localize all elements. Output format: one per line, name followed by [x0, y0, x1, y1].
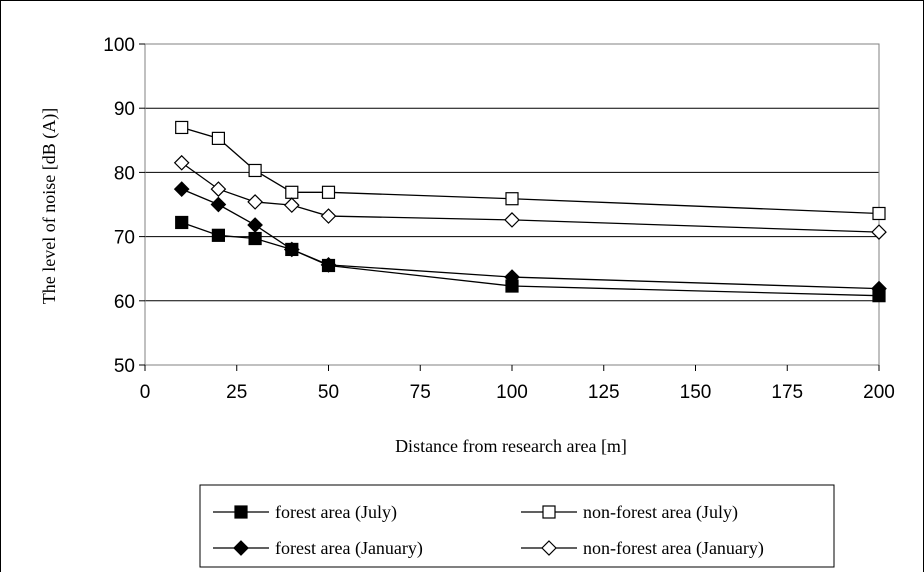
- x-tick-label: 0: [140, 382, 151, 403]
- data-point: [283, 197, 300, 213]
- y-tick-label: 60: [114, 292, 135, 313]
- x-tick-label: 125: [588, 382, 620, 403]
- data-point: [175, 120, 189, 135]
- y-axis: 50 60 70 80 90 100: [103, 35, 145, 377]
- data-point: [247, 217, 263, 233]
- legend-marker: [541, 540, 557, 556]
- y-tick-label: 100: [103, 35, 135, 56]
- data-point: [211, 131, 225, 145]
- data-point: [210, 196, 227, 213]
- data-point: [283, 241, 300, 258]
- y-tick-label: 80: [114, 163, 135, 184]
- y-tick-label: 90: [114, 99, 135, 120]
- x-tick-label: 75: [410, 382, 431, 403]
- legend-item-3: forest area (January): [213, 538, 423, 559]
- data-point: [173, 154, 190, 171]
- x-tick-label: 150: [680, 382, 712, 403]
- x-axis: 0 25 50 75 100 125 150 175 200: [140, 365, 895, 403]
- x-tick-label: 100: [496, 382, 528, 403]
- data-point: [320, 208, 337, 224]
- data-point: [247, 194, 263, 210]
- data-point: [871, 280, 887, 297]
- legend-label: forest area (July): [275, 502, 397, 523]
- legend-marker: [233, 540, 249, 556]
- y-axis-label: The level of noise [dB (A)]: [39, 108, 60, 304]
- data-point: [505, 192, 519, 206]
- x-axis-label: Distance from research area [m]: [395, 436, 627, 456]
- series-3: [173, 181, 887, 297]
- legend-label: forest area (January): [275, 538, 423, 559]
- data-point: [248, 163, 262, 178]
- data-point: [871, 224, 887, 240]
- series-group: [173, 120, 887, 303]
- x-tick-label: 50: [318, 382, 339, 403]
- x-tick-label: 175: [771, 382, 803, 403]
- data-point: [504, 212, 520, 228]
- data-point: [248, 231, 262, 246]
- legend-marker: [234, 505, 248, 519]
- legend-label: non-forest area (July): [583, 502, 738, 523]
- data-point: [504, 269, 520, 285]
- legend-item-4: non-forest area (January): [521, 538, 764, 559]
- legend-marker: [542, 505, 556, 519]
- data-point: [173, 181, 190, 197]
- data-point: [320, 256, 337, 273]
- data-point: [175, 215, 189, 230]
- legend-box: [199, 484, 835, 568]
- legend: forest area (July) non-forest area (July)…: [199, 484, 835, 568]
- legend-label: non-forest area (January): [583, 538, 764, 559]
- legend-item-2: non-forest area (July): [521, 502, 738, 523]
- legend-item-1: forest area (July): [213, 502, 397, 523]
- data-point: [285, 185, 299, 199]
- data-point: [211, 228, 225, 242]
- data-point: [872, 206, 886, 221]
- grid-lines: [145, 107, 879, 302]
- x-tick-label: 200: [863, 382, 895, 403]
- y-tick-label: 70: [114, 228, 135, 249]
- series-4: [173, 154, 887, 240]
- y-tick-label: 50: [114, 356, 135, 377]
- series-2: [175, 120, 886, 221]
- data-point: [210, 181, 227, 197]
- x-tick-label: 25: [226, 382, 247, 403]
- data-point: [321, 185, 336, 199]
